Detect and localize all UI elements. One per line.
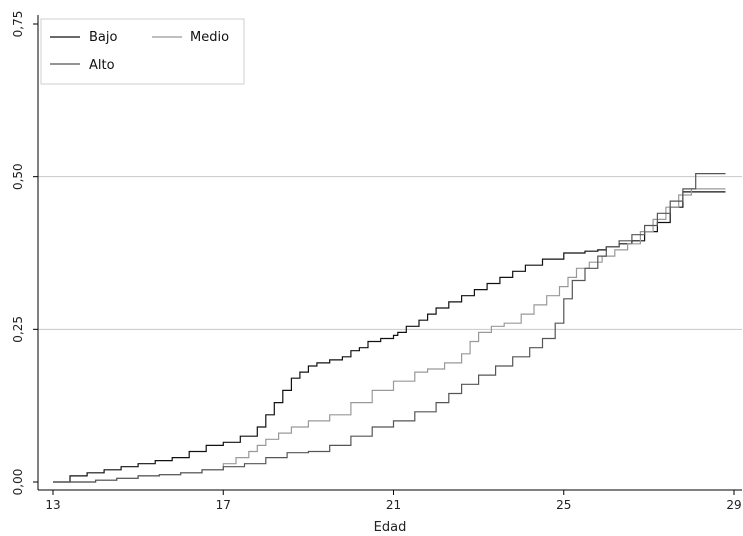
legend-label-medio: Medio [190,30,229,45]
y-tick-label: 0,75 [11,11,25,38]
series-lines [53,173,726,483]
series-line-medio [53,188,726,483]
legend-entry-bajo: Bajo [50,30,117,45]
legend-label-bajo: Bajo [89,30,117,45]
axis-ticks: 13 17 21 25 29 0,00 0,25 0,50 0,75 [11,11,742,512]
legend-label-alto: Alto [89,58,115,73]
y-tick-label: 0,00 [11,469,25,496]
x-tick-label: 29 [726,498,741,512]
legend: Bajo Medio Alto [40,18,245,85]
x-axis-title: Edad [374,520,407,535]
series-line-bajo [53,191,726,483]
y-tick-label: 0,50 [11,163,25,190]
legend-entry-alto: Alto [50,58,115,73]
legend-box [40,18,245,85]
x-tick-label: 21 [386,498,401,512]
x-tick-label: 25 [556,498,571,512]
gridlines [38,176,742,330]
y-tick-label: 0,25 [11,316,25,343]
x-tick-label: 17 [216,498,231,512]
legend-entry-medio: Medio [152,30,229,45]
axes [37,15,742,491]
series-line-alto [53,173,726,483]
x-tick-label: 13 [45,498,60,512]
